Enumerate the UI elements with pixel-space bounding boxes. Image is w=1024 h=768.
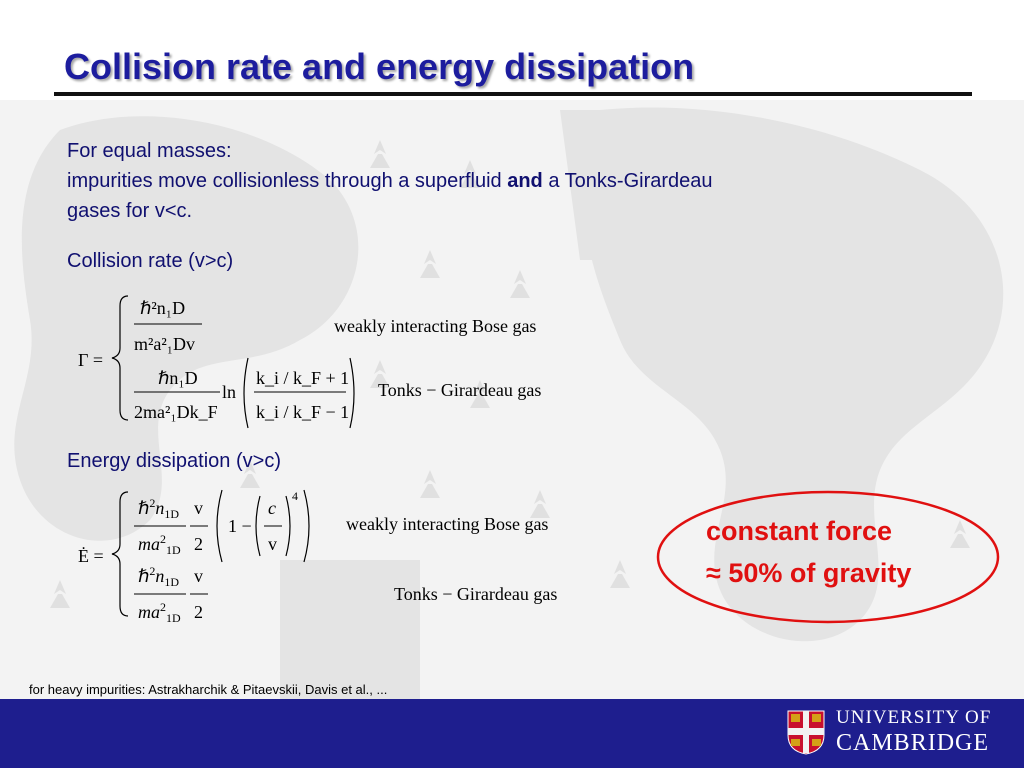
collision-rate-heading: Collision rate (v>c) <box>67 250 234 272</box>
ermine-spot <box>240 460 260 488</box>
watermark-crest <box>0 100 1024 700</box>
callout-line-2: ≈ 50% of gravity <box>706 558 912 588</box>
energy-case1-num: ℏ2n1D <box>138 496 179 521</box>
energy-case2-v: v <box>194 566 203 586</box>
ermine-spot <box>470 380 490 408</box>
energy-case1-2: 2 <box>194 534 203 554</box>
energy-case2-num: ℏ2n1D <box>138 564 179 589</box>
ermine-spot <box>950 520 970 548</box>
university-name-line-1: UNIVERSITY OF <box>836 707 992 728</box>
energy-case1-one-minus: 1 − <box>228 516 252 536</box>
gamma-case2-logden: k_i / k_F − 1 <box>256 402 349 422</box>
energy-case1-v: v <box>194 498 203 518</box>
gamma-lhs: Γ = <box>78 350 103 370</box>
gamma-case1-label: weakly interacting Bose gas <box>334 316 536 336</box>
university-name-line-2: CAMBRIDGE <box>836 730 990 756</box>
energy-case1-label: weakly interacting Bose gas <box>346 514 548 534</box>
gamma-case1-den: m²a²₁Dv <box>134 334 195 354</box>
intro-line-2: impurities move collisionless through a … <box>67 166 713 196</box>
ermine-spot <box>610 560 630 588</box>
footnote: for heavy impurities: Astrakharchik & Pi… <box>29 682 388 697</box>
intro-line-2-post: a Tonks-Girardeau <box>542 170 713 192</box>
collision-rate-formula: Γ = ℏ²n₁D m²a²₁Dv weakly interacting Bos… <box>78 295 541 429</box>
callout-ellipse <box>656 490 1000 624</box>
footer-bar: UNIVERSITY OF CAMBRIDGE <box>0 699 1024 768</box>
intro-line-1: For equal masses: <box>67 140 232 162</box>
energy-case2-2: 2 <box>194 602 203 622</box>
intro-line-2-pre: impurities move collisionless through a … <box>67 170 508 192</box>
ermine-spot <box>370 140 390 168</box>
ermine-spot <box>460 160 480 188</box>
gamma-case2-den: 2ma²₁Dk_F <box>134 402 218 422</box>
ermine-spot <box>370 360 390 388</box>
energy-case2-den: ma21D <box>138 600 181 625</box>
university-crest-logo <box>787 710 825 755</box>
ermine-spot <box>50 580 70 608</box>
slide-title: Collision rate and energy dissipation <box>64 46 695 87</box>
energy-dissipation-formula: Ė = ℏ2n1D ma21D v 2 1 − c v 4 weakly int… <box>78 489 557 625</box>
energy-case1-v2: v <box>268 534 277 554</box>
energy-lhs: Ė = <box>78 546 104 566</box>
ermine-spot <box>510 270 530 298</box>
gamma-case2-lognum: k_i / k_F + 1 <box>256 368 349 388</box>
gamma-case2-label: Tonks − Girardeau gas <box>378 380 541 400</box>
energy-case1-c: c <box>268 498 276 518</box>
title-underline <box>54 92 972 96</box>
gamma-case1-num: ℏ²n₁D <box>140 298 185 318</box>
gamma-case2-num: ℏn₁D <box>158 368 198 388</box>
energy-dissipation-heading: Energy dissipation (v>c) <box>67 450 281 472</box>
gamma-case2-log: ln <box>222 382 236 402</box>
intro-line-2-bold: and <box>507 170 543 192</box>
intro-line-3: gases for v<c. <box>67 200 193 222</box>
callout-line-1: constant force <box>706 516 893 546</box>
ermine-spot <box>530 490 550 518</box>
ermine-spot <box>420 470 440 498</box>
energy-case1-exp: 4 <box>292 489 298 503</box>
ermine-spot <box>420 250 440 278</box>
energy-case2-label: Tonks − Girardeau gas <box>394 584 557 604</box>
energy-case1-den: ma21D <box>138 532 181 557</box>
